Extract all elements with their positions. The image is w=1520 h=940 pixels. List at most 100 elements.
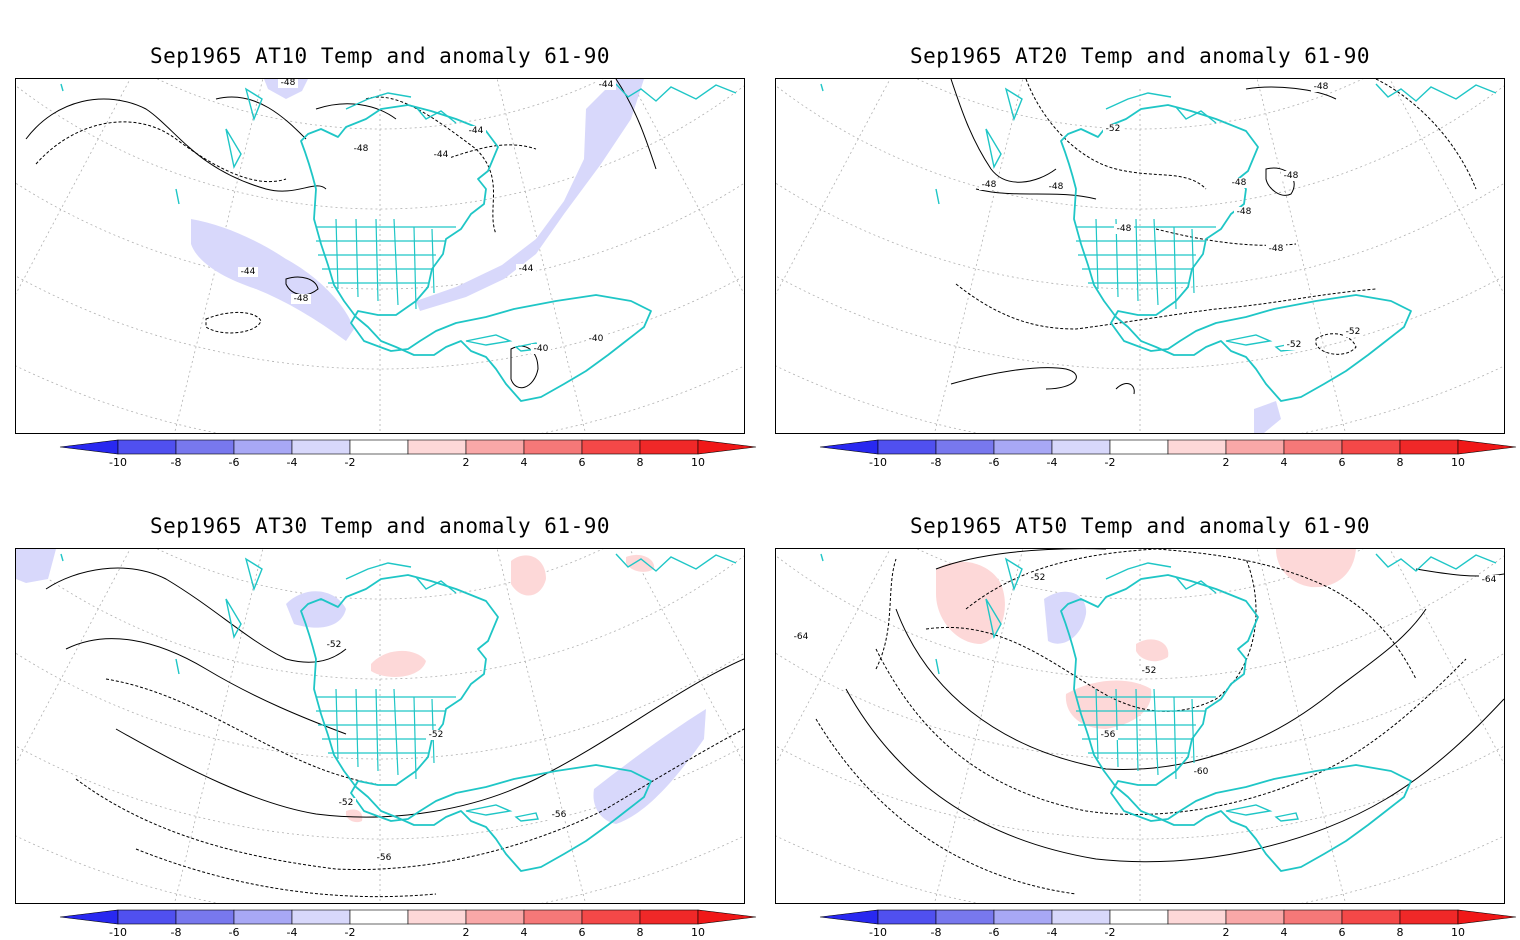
- colorbar-tick-label: -10: [109, 456, 127, 469]
- colorbar-arrow-low: [59, 439, 119, 455]
- contour-label: -52: [404, 549, 419, 552]
- island-outline: [985, 128, 1002, 170]
- colorbar: -10 -8 -6 -4 -2 2 4 6 8 10: [0, 906, 760, 940]
- colorbar-tick-label: -6: [229, 926, 240, 939]
- colorbar-canvas: -10 -8 -6 -4 -2 2 4 6 8 10: [59, 439, 757, 469]
- contour-label-bg: [596, 80, 616, 90]
- temperature-contour: [1115, 383, 1135, 395]
- longitude-line: [1256, 79, 1346, 433]
- island-outline: [935, 658, 940, 675]
- anomaly-shading: [191, 79, 644, 341]
- contour-labels: -48 -52 -48 -48 -48 -48 -48 -48 -48 -52 -52: [979, 82, 1363, 350]
- colorbar-tick-label: 4: [1281, 456, 1288, 469]
- panel-title: Sep1965 AT10 Temp and anomaly 61-90: [149, 44, 610, 68]
- colorbar-segment: [1283, 909, 1343, 925]
- longitude-line: [1461, 79, 1504, 278]
- state-boundary: [393, 688, 399, 776]
- colorbar-segment: [935, 439, 995, 455]
- colorbar-arrow-high: [697, 439, 757, 455]
- island-outline: [415, 576, 457, 594]
- map-frame: -48 -48 -44 -44 -44 -48 -44 -44 -40 -40: [15, 78, 745, 434]
- contour-label: -56: [377, 853, 392, 863]
- map-frame: -52 -52 -52 -52 -56 -56: [15, 548, 745, 904]
- colorbar-segment: [349, 439, 409, 455]
- colorbar-segment: [465, 439, 525, 455]
- panel-title: Sep1965 AT30 Temp and anomaly 61-90: [149, 514, 610, 538]
- contour-label-bg: [336, 798, 356, 808]
- map-canvas: -48 -52 -48 -48 -48 -48 -48 -48 -48 -52 -52: [776, 79, 1504, 433]
- colorbar-segment: [175, 909, 235, 925]
- contour-label-bg: [549, 810, 569, 820]
- temperature-contour: [845, 688, 1504, 863]
- island-outline: [615, 553, 737, 572]
- colorbar-segment: [1051, 909, 1111, 925]
- contour-label: -52: [1346, 327, 1361, 337]
- contour-label: -44: [599, 80, 614, 90]
- island-outline: [1274, 812, 1299, 822]
- colorbar-arrow-low: [819, 439, 879, 455]
- contour-label-bg: [431, 150, 451, 160]
- state-boundary: [1095, 688, 1099, 760]
- colorbar-segment: [523, 909, 583, 925]
- colorbar-tick-label: -2: [345, 456, 356, 469]
- contour-label: -52: [1287, 340, 1302, 350]
- colorbar-tick-label: 10: [1451, 926, 1465, 939]
- contour-label-bg: [1343, 327, 1363, 337]
- colorbar-segment: [1051, 439, 1111, 455]
- colorbar-tick-label: -8: [171, 926, 182, 939]
- contour-label: -52: [327, 640, 342, 650]
- contour-label: -44: [519, 264, 534, 274]
- map-frame: -48 -52 -48 -48 -48 -48 -48 -48 -48 -52 -52: [775, 78, 1505, 434]
- contour-label-bg: [426, 730, 446, 740]
- island-outline: [514, 812, 539, 822]
- contour-label: -48: [1314, 82, 1329, 92]
- anomaly-shading: [1254, 401, 1281, 433]
- negative-anomaly-area: [16, 549, 56, 583]
- negative-anomaly-area: [1254, 401, 1281, 433]
- colorbar-segment: [175, 439, 235, 455]
- contour-label-bg: [374, 853, 394, 863]
- state-boundary: [1135, 688, 1139, 772]
- island-outline: [465, 804, 513, 816]
- contour-label-bg: [586, 334, 606, 344]
- contour-label-bg: [291, 294, 311, 304]
- colorbar-tick-label: -2: [1105, 456, 1116, 469]
- contour-label: -44: [241, 267, 256, 277]
- state-boundary: [1153, 218, 1159, 306]
- island-outline: [1004, 87, 1023, 122]
- island-outline: [1105, 562, 1172, 580]
- island-outline: [175, 658, 180, 675]
- contour-label-bg: [1229, 178, 1249, 188]
- colorbar-segment: [639, 439, 699, 455]
- colorbar-segment: [1167, 909, 1227, 925]
- colorbar-segment: [1341, 439, 1401, 455]
- island-outline: [985, 598, 1002, 640]
- temperature-contour: [615, 79, 657, 170]
- colorbar-tick-label: -8: [931, 456, 942, 469]
- colorbar-tick-label: -4: [1047, 926, 1058, 939]
- state-boundary: [335, 218, 339, 290]
- colorbar-arrow-high: [1457, 439, 1517, 455]
- contour-label: -48: [1269, 244, 1284, 254]
- colorbar-canvas: -10 -8 -6 -4 -2 2 4 6 8 10: [59, 909, 757, 939]
- island-outline: [1225, 804, 1273, 816]
- island-outline: [1375, 83, 1497, 102]
- island-outline: [1175, 576, 1217, 594]
- longitude-line: [16, 549, 131, 765]
- temperature-contour: [285, 276, 319, 296]
- temperature-contour: [975, 188, 1097, 200]
- contour-label: -48: [281, 79, 296, 88]
- colorbar-segment: [1225, 909, 1285, 925]
- colorbar-segment: [1109, 439, 1169, 455]
- contours: [815, 549, 1504, 895]
- temperature-contour: [115, 658, 744, 818]
- panel-title: Sep1965 AT50 Temp and anomaly 61-90: [909, 514, 1370, 538]
- island-outline: [465, 334, 513, 346]
- contour-label-bg: [1191, 767, 1211, 777]
- panel-title: Sep1965 AT20 Temp and anomaly 61-90: [909, 44, 1370, 68]
- temperature-contour: [45, 567, 347, 663]
- longitude-line: [701, 79, 744, 278]
- contour-label: -48: [1049, 182, 1064, 192]
- graticule: [16, 79, 744, 433]
- colorbar-tick-label: 8: [1397, 926, 1404, 939]
